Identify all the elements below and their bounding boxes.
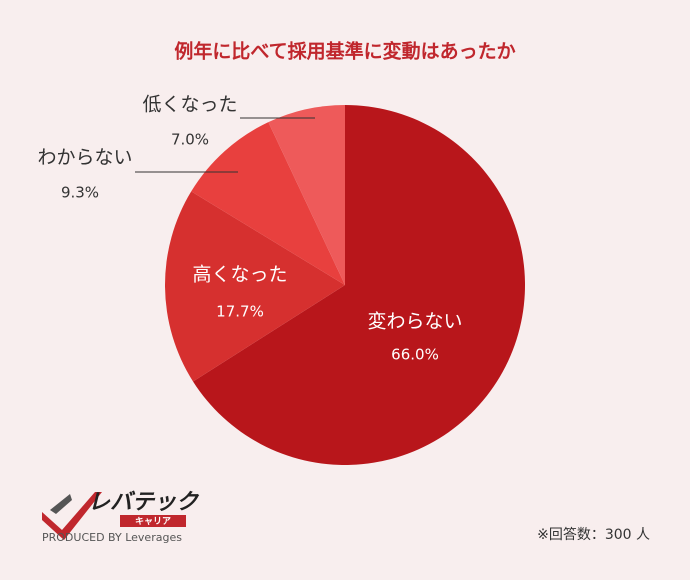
logo-mark bbox=[50, 494, 72, 514]
slice-label: 高くなった bbox=[192, 264, 287, 286]
value-label: 17.7% bbox=[216, 303, 264, 321]
value-label: 9.3% bbox=[61, 184, 99, 202]
pie-slice bbox=[191, 122, 345, 285]
chart-title: 例年に比べて採用基準に変動はあったか bbox=[174, 40, 515, 63]
logo-sub: キャリア bbox=[135, 516, 171, 527]
footer-note: ※回答数：300 人 bbox=[537, 526, 650, 543]
pie-slice bbox=[193, 105, 525, 466]
value-label: 7.0% bbox=[171, 131, 209, 149]
value-label: 66.0% bbox=[391, 346, 439, 364]
logo-produced: PRODUCED BY Leverages bbox=[42, 531, 182, 544]
pie-slice bbox=[164, 191, 345, 382]
slice-label: わからない bbox=[37, 147, 132, 169]
logo-mark bbox=[42, 492, 102, 540]
pie bbox=[164, 105, 525, 466]
slice-label: 低くなった bbox=[142, 94, 237, 116]
slice-label: 変わらない bbox=[367, 311, 462, 333]
pie-slice bbox=[268, 105, 345, 285]
logo: レバテック キャリア PRODUCED BY Leverages bbox=[42, 490, 200, 544]
logo-band bbox=[120, 515, 186, 527]
logo-text: レバテック bbox=[88, 490, 200, 515]
